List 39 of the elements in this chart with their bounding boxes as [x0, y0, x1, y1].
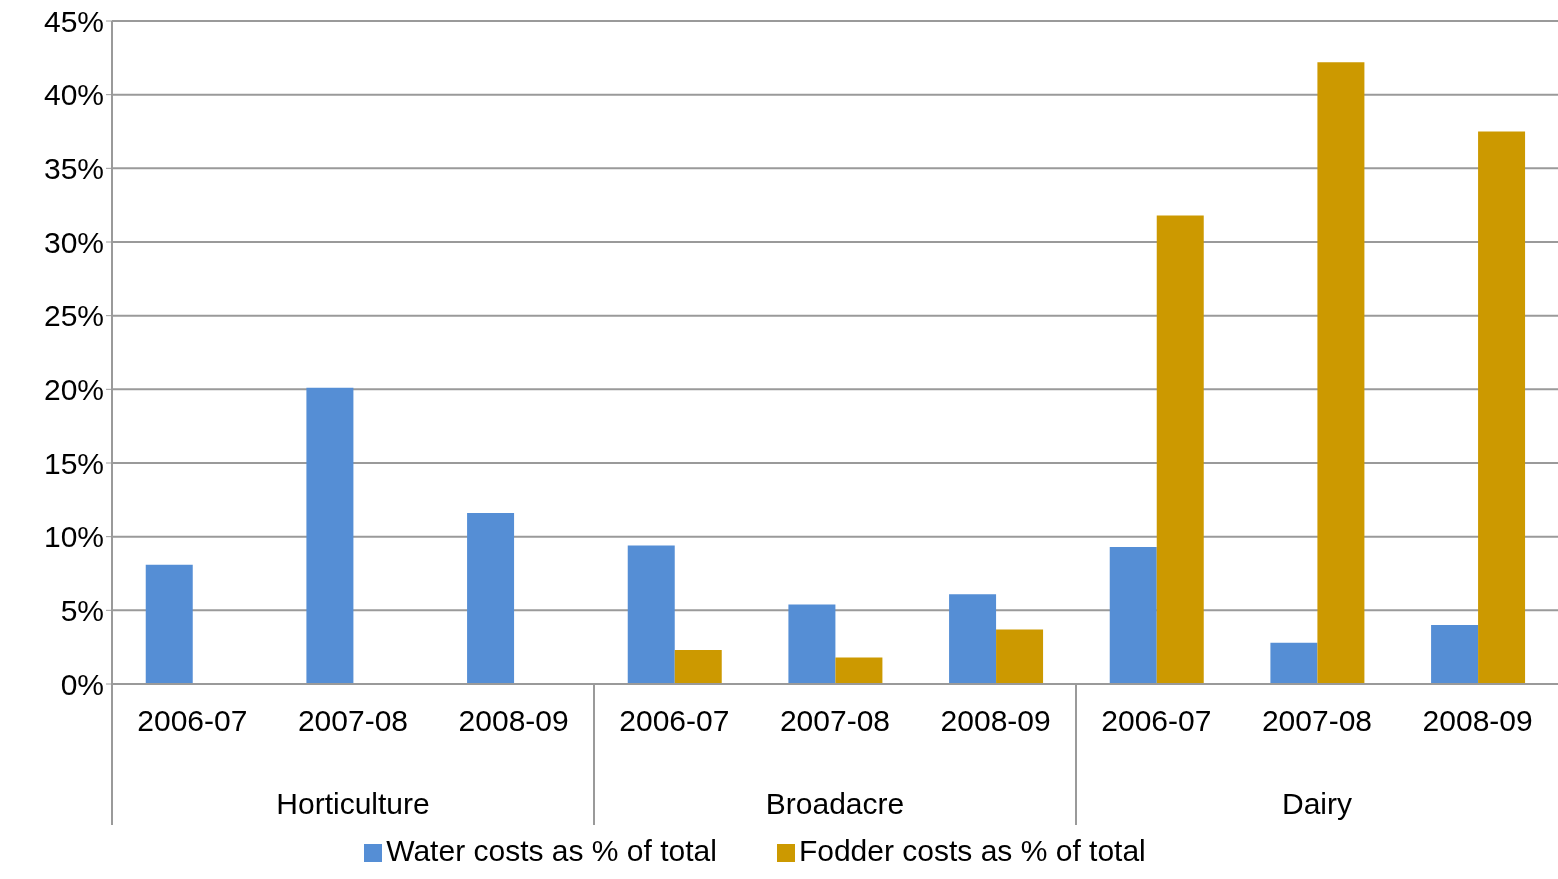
y-tick-label: 5%: [60, 593, 104, 627]
x-tick-label: 2008-09: [458, 704, 569, 738]
y-tick-label: 25%: [43, 299, 104, 333]
x-tick-label: 2007-08: [1261, 704, 1373, 738]
y-tick-label: 30%: [43, 225, 104, 259]
x-tick-label: 2007-08: [779, 704, 891, 738]
bar: [788, 604, 836, 684]
x-tick-label: 2006-07: [619, 704, 730, 738]
text: Horticulture: [276, 787, 430, 820]
bar: [145, 564, 193, 684]
bar: [949, 594, 997, 684]
bar: [996, 629, 1044, 684]
y-tick-label: 15%: [43, 446, 104, 480]
bar: [1317, 62, 1365, 684]
text: Dairy: [1281, 787, 1353, 820]
y-tick-label: 35%: [43, 151, 104, 185]
y-tick-label: 0%: [60, 667, 104, 701]
y-tick-label: 45%: [43, 4, 104, 38]
x-tick-label: 2006-07: [137, 704, 248, 738]
x-tick-label: 2007-08: [297, 704, 409, 738]
legend-label: Water costs as % of total: [386, 834, 717, 867]
x-tick-label: 2006-07: [1101, 704, 1212, 738]
bar: [1109, 546, 1157, 684]
y-tick-label: 40%: [43, 78, 104, 112]
bar: [674, 650, 722, 684]
y-tick-label: 10%: [43, 520, 104, 554]
bar: [1478, 131, 1526, 684]
y-tick-label: 20%: [43, 372, 104, 406]
x-tick-label: 2008-09: [940, 704, 1051, 738]
bar: [627, 545, 675, 684]
bar: [306, 387, 354, 684]
legend-label: Fodder costs as % of total: [798, 834, 1146, 867]
bar: [835, 657, 883, 684]
text: Broadacre: [765, 787, 905, 820]
x-tick-label: 2008-09: [1422, 704, 1533, 738]
bar: [1270, 642, 1318, 684]
bar: [1431, 625, 1479, 684]
bar: [467, 513, 515, 684]
bar: [1156, 215, 1204, 684]
